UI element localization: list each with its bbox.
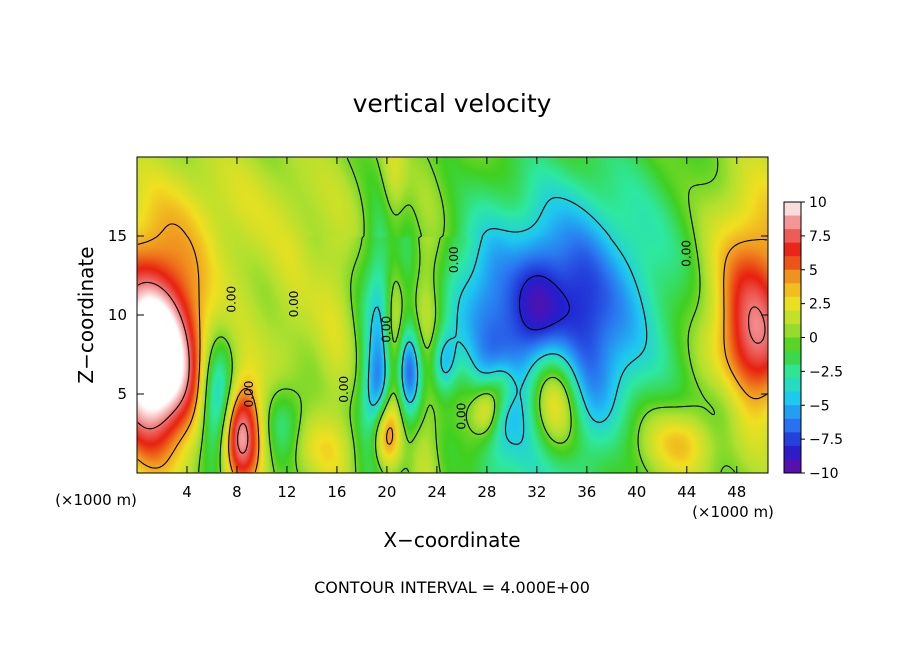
colorbar-swatch: [784, 323, 801, 338]
colorbar-swatch: [784, 202, 801, 217]
colorbar-tick-label: 7.5: [809, 229, 831, 245]
contour-label: 0.00: [680, 240, 694, 267]
heatmap-area: 0.00 0.00 0.00 0.00 0.00 0.00 0.00 0.00: [136, 156, 769, 474]
colorbar-swatch: [784, 229, 801, 244]
colorbar-swatches: [784, 202, 801, 474]
x-tick-label: 48: [727, 483, 746, 501]
contour-positive: [137, 223, 768, 473]
colorbar-tick-label: 0: [809, 331, 818, 347]
colorbar-swatch: [784, 283, 801, 298]
x-tick-label: 12: [277, 483, 296, 501]
contour-label: 0.00: [455, 403, 469, 430]
colorbar-swatch: [784, 351, 801, 366]
y-tick-label: 10: [108, 306, 127, 324]
x-axis: 4 8 12 16 20 24 28 32 36 40 44 48: [182, 157, 746, 501]
velocity-field: [137, 157, 768, 473]
y-tick-label: 5: [117, 385, 127, 403]
x-unit-right: (×1000 m): [692, 503, 774, 521]
chart-title: vertical velocity: [353, 89, 552, 118]
colorbar-swatch: [784, 364, 801, 379]
colorbar-ticks: 10 7.5 5 2.5 0 −2.5 −5 −7.5 −10: [801, 195, 843, 482]
y-tick-label: 15: [108, 227, 127, 245]
colorbar-tick-label: 2.5: [809, 297, 831, 313]
contour-label: 0.00: [380, 316, 394, 343]
x-tick-label: 36: [577, 483, 596, 501]
contour-label: 0.00: [242, 381, 256, 408]
colorbar-swatch: [784, 256, 801, 271]
colorbar-swatch: [784, 296, 801, 311]
x-tick-label: 4: [182, 483, 192, 501]
colorbar-swatch: [784, 242, 801, 257]
colorbar-tick-label: −5: [809, 398, 830, 414]
colorbar-swatch: [784, 459, 801, 474]
colorbar-tick-label: −7.5: [809, 432, 843, 448]
colorbar-swatch: [784, 391, 801, 406]
colorbar-tick-label: −2.5: [809, 364, 843, 380]
contour-lines: [137, 157, 768, 473]
colorbar-swatch: [784, 215, 801, 230]
contour-label: 0.00: [337, 376, 351, 403]
colorbar-swatch: [784, 378, 801, 393]
contour-label: 0.00: [447, 246, 461, 273]
x-tick-label: 40: [627, 483, 646, 501]
y-axis: 5 10 15: [108, 227, 768, 403]
contour-labels: 0.00 0.00 0.00 0.00 0.00 0.00 0.00 0.00: [225, 240, 694, 429]
x-tick-label: 32: [527, 483, 546, 501]
x-tick-label: 44: [677, 483, 696, 501]
x-tick-label: 8: [232, 483, 242, 501]
colorbar: 10 7.5 5 2.5 0 −2.5 −5 −7.5 −10: [783, 195, 843, 482]
colorbar-tick-label: 10: [809, 195, 827, 211]
contour-positive: [198, 157, 736, 473]
colorbar-swatch: [784, 405, 801, 420]
x-tick-label: 28: [477, 483, 496, 501]
contour-label: 0.00: [287, 291, 301, 318]
contour-positive: [137, 281, 766, 454]
colorbar-swatch: [784, 445, 801, 460]
colorbar-tick-label: −10: [809, 466, 839, 482]
x-unit-left: (×1000 m): [55, 491, 137, 509]
x-tick-label: 20: [377, 483, 396, 501]
contour-interval-note: CONTOUR INTERVAL = 4.000E+00: [314, 578, 590, 597]
colorbar-swatch: [784, 269, 801, 284]
x-axis-label: X−coordinate: [383, 528, 520, 552]
colorbar-tick-label: 5: [809, 263, 818, 279]
x-tick-label: 16: [327, 483, 346, 501]
contour-negative: [367, 196, 648, 445]
colorbar-swatch: [784, 432, 801, 447]
colorbar-swatch: [784, 418, 801, 433]
y-axis-label: Z−coordinate: [74, 246, 98, 383]
contour-label: 0.00: [225, 286, 239, 313]
contour-negative: [518, 275, 570, 331]
x-tick-label: 24: [427, 483, 446, 501]
colorbar-swatch: [784, 310, 801, 325]
colorbar-swatch: [784, 337, 801, 352]
